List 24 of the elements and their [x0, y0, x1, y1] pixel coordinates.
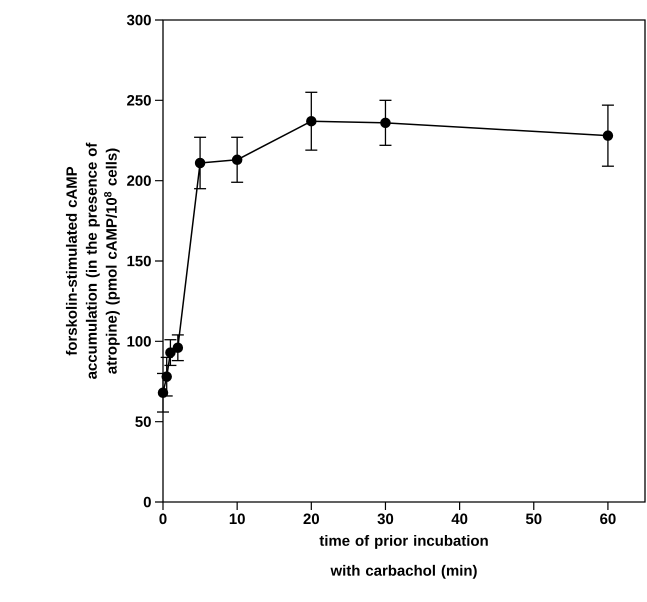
y-tick-label: 50: [135, 416, 151, 427]
point: [380, 118, 391, 128]
point: [172, 342, 184, 354]
y-tick-label: 100: [127, 336, 151, 347]
point: [602, 130, 614, 141]
point: [306, 116, 317, 126]
y-tick-label: 300: [126, 14, 151, 26]
y-tick-label: 0: [144, 496, 151, 508]
x-axis-title: time of prior incubation with carbachol (min): [320, 534, 488, 579]
point: [194, 158, 206, 168]
x-tick-label: 0: [159, 514, 167, 524]
x-tick-label: 10: [230, 514, 245, 524]
x-tick-label: 20: [304, 514, 319, 524]
point: [161, 371, 172, 382]
point: [165, 347, 176, 358]
y-tick-label: 200: [127, 175, 151, 186]
x-tick-label: 40: [452, 514, 468, 524]
point: [232, 154, 242, 166]
y-tick-label: 150: [127, 256, 151, 266]
x-tick-label: 50: [526, 514, 542, 524]
y-tick-label: 250: [127, 95, 151, 106]
x-tick-label: 30: [377, 514, 394, 524]
point: [158, 387, 168, 398]
x-tick-label: 60: [600, 514, 616, 524]
